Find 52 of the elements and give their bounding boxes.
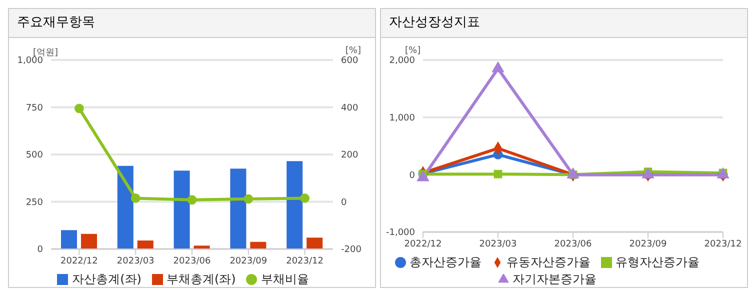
x-tick-label: 2022/12 — [60, 256, 98, 266]
x-tick-label: 2023/12 — [704, 239, 742, 250]
bar — [81, 234, 97, 249]
point — [244, 194, 254, 204]
bar — [286, 161, 303, 249]
legend-label: 자산총계(좌) — [72, 272, 142, 286]
legend-label: 유형자산증가율 — [616, 255, 700, 269]
legend-label: 부채비율 — [260, 272, 309, 286]
bar — [117, 166, 134, 249]
y-tick-label: 0 — [37, 245, 44, 256]
y2-tick-label: -200 — [341, 245, 362, 256]
legend-label: 유동자산증가율 — [506, 255, 590, 269]
legend-label: 총자산증가율 — [410, 255, 482, 269]
chart-title: 자산성장성지표 — [381, 9, 747, 38]
legend-label: 자기자본증가율 — [512, 272, 596, 286]
x-tick-label: 2023/03 — [116, 256, 154, 266]
y-axis-title: [억원] — [33, 47, 58, 58]
y-tick-label: 0 — [409, 170, 416, 181]
x-tick-label: 2023/06 — [554, 239, 592, 250]
bar — [174, 170, 190, 249]
y2-tick-label: 600 — [341, 56, 358, 66]
y2-tick-label: 200 — [341, 150, 358, 161]
y2-tick-label: 400 — [341, 103, 358, 114]
bar — [230, 168, 246, 249]
point — [187, 195, 197, 205]
point — [130, 193, 140, 203]
x-tick-label: 2023/03 — [479, 239, 517, 250]
x-tick-label: 2022/12 — [404, 239, 442, 250]
y-tick-label: 250 — [26, 198, 44, 208]
bar — [250, 242, 266, 249]
point — [492, 61, 504, 72]
x-tick-label: 2023/09 — [629, 239, 667, 250]
point — [74, 104, 84, 114]
bar — [61, 230, 77, 249]
point — [494, 170, 502, 178]
bar — [137, 240, 154, 249]
y2-axis-title: [%] — [345, 46, 361, 56]
y-tick-label: 1,000 — [17, 56, 44, 66]
chart-title: 주요재무항목 — [9, 9, 375, 38]
x-tick-label: 2023/09 — [230, 256, 268, 266]
y-tick-label: 1,000 — [389, 114, 416, 124]
point — [300, 193, 310, 203]
x-tick-label: 2023/06 — [173, 256, 211, 266]
legend-label: 부채총계(좌) — [166, 272, 236, 286]
y-tick-label: -1,000 — [386, 228, 416, 238]
y-tick-label: 750 — [26, 103, 44, 114]
bar — [306, 238, 323, 249]
y-tick-label: 2,000 — [389, 56, 416, 66]
y2-tick-label: 0 — [341, 198, 347, 208]
y-tick-label: 500 — [26, 150, 44, 161]
y-axis-title: [%] — [405, 46, 421, 56]
x-tick-label: 2023/12 — [286, 256, 324, 266]
